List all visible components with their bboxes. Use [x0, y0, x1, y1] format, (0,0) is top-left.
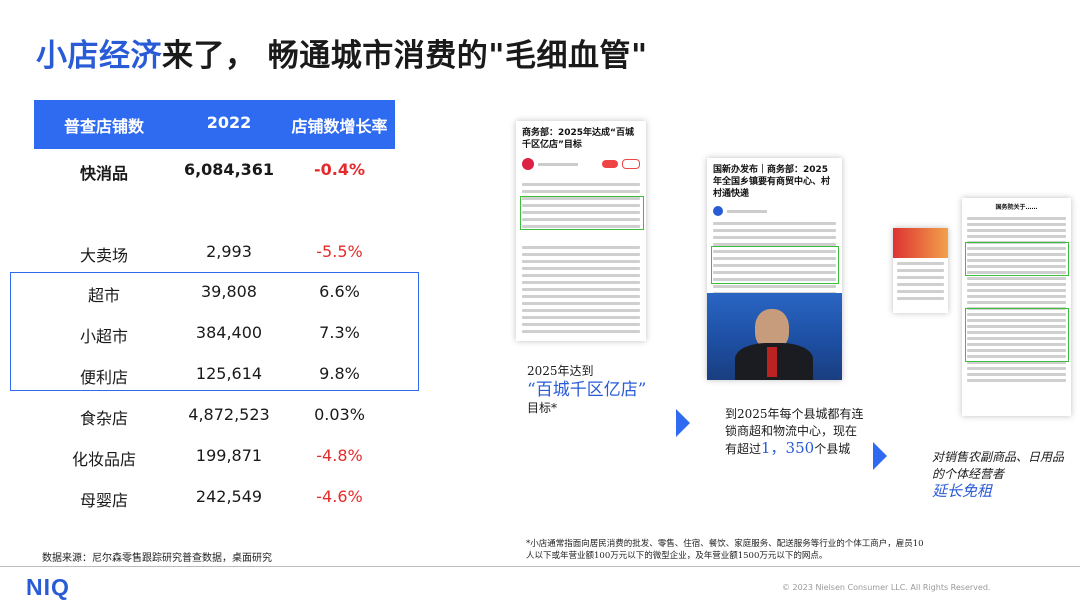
- row-name: 化妆品店: [71, 450, 136, 469]
- row-name: 快消品: [79, 164, 128, 183]
- article-author-row: [713, 204, 836, 218]
- row-growth: -0.4%: [313, 160, 365, 179]
- article-screenshot-1: 商务部：2025年达成“百城千区亿店”目标: [516, 121, 646, 341]
- row-count: 6,084,361: [183, 160, 275, 179]
- press-photo: [707, 293, 842, 380]
- row-name: 小超市: [79, 327, 128, 346]
- table-header: 普查店铺数 2022 店铺数增长率: [34, 100, 395, 149]
- footer-divider: [0, 566, 1080, 567]
- highlight-box: [10, 272, 419, 391]
- header-growth: 店铺数增长率: [291, 117, 388, 136]
- caption-1-highlight: “百城千区亿店”: [527, 380, 647, 400]
- article-headline: 国务院关于……: [995, 204, 1038, 211]
- table-row: 化妆品店 199,871 -4.8%: [34, 440, 395, 474]
- arrow-right-icon: [676, 409, 690, 437]
- row-count: 199,871: [195, 446, 263, 465]
- row-name: 超市: [87, 286, 120, 305]
- article-headline: 国新办发布｜商务部：2025年全国乡镇要有商贸中心、村村通快递: [713, 165, 831, 199]
- row-growth: 7.3%: [319, 323, 360, 342]
- row-count: 2,993: [206, 242, 252, 261]
- caption-2-pre: 到2025年每个县城都有连锁商超和物流中心，现在有超过: [725, 407, 864, 456]
- caption-2-post: 个县城: [814, 442, 851, 456]
- article-screenshot-3: 国务院关于……: [962, 198, 1071, 416]
- article-highlight: [965, 242, 1069, 276]
- row-growth: 0.03%: [314, 405, 365, 424]
- avatar: [713, 206, 723, 216]
- article-headline: 商务部：2025年达成“百城千区亿店”目标: [522, 128, 634, 150]
- article-highlight: [520, 196, 644, 230]
- footnote: *小店通常指面向居民消费的批发、零售、住宿、餐饮、家庭服务、配送服务等行业的个体…: [526, 539, 924, 561]
- header-year: 2022: [206, 113, 252, 132]
- row-growth: -4.6%: [316, 487, 363, 506]
- page-title: 小店经济来了， 畅通城市消费的"毛细血管": [36, 30, 648, 75]
- row-count: 125,614: [195, 364, 263, 383]
- table-row: 大卖场 2,993 -5.5%: [34, 236, 395, 270]
- caption-1: 2025年达到 “百城千区亿店” 目标*: [527, 363, 677, 417]
- row-growth: -4.8%: [316, 446, 363, 465]
- table-row: 超市 39,808 6.6%: [34, 276, 395, 310]
- title-rest: 来了， 畅通城市消费的"毛细血管": [162, 38, 648, 74]
- row-count: 242,549: [195, 487, 263, 506]
- caption-1-pre: 2025年达到: [527, 364, 594, 378]
- row-name: 母婴店: [79, 491, 128, 510]
- caption-2: 到2025年每个县城都有连锁商超和物流中心，现在有超过1，350个县城: [725, 406, 865, 458]
- article-screenshot-3-back: [893, 228, 948, 313]
- avatar: [522, 158, 534, 170]
- table-row: 快消品 6,084,361 -0.4%: [34, 154, 395, 188]
- row-growth: -5.5%: [316, 242, 363, 261]
- niq-logo: NIQ: [26, 574, 70, 600]
- article-highlight: [965, 308, 1069, 362]
- caption-3-pre: 对销售农副商品、日用品的个体经营者: [932, 450, 1065, 481]
- article-screenshot-2: 国新办发布｜商务部：2025年全国乡镇要有商贸中心、村村通快递: [707, 158, 842, 380]
- caption-3-highlight: 延长免租: [932, 482, 993, 500]
- row-growth: 6.6%: [319, 282, 360, 301]
- caption-3: 对销售农副商品、日用品的个体经营者 延长免租: [932, 449, 1072, 500]
- arrow-right-icon: [873, 442, 887, 470]
- row-count: 39,808: [201, 282, 257, 301]
- caption-1-post: 目标*: [527, 401, 558, 415]
- table-row: 母婴店 242,549 -4.6%: [34, 481, 395, 515]
- header-store-type: 普查店铺数: [63, 117, 144, 136]
- title-highlight: 小店经济: [36, 38, 162, 74]
- row-name: 便利店: [79, 368, 128, 387]
- row-name: 大卖场: [79, 246, 128, 265]
- table-row: 小超市 384,400 7.3%: [34, 317, 395, 351]
- caption-2-number: 1，350: [761, 439, 815, 457]
- data-source: 数据来源：尼尔森零售跟踪研究普查数据，桌面研究: [42, 553, 272, 564]
- table-row: 便利店 125,614 9.8%: [34, 358, 395, 392]
- table-row: 食杂店 4,872,523 0.03%: [34, 399, 395, 433]
- row-count: 384,400: [195, 323, 263, 342]
- row-count: 4,872,523: [188, 405, 270, 424]
- copyright: © 2023 Nielsen Consumer LLC. All Rights …: [782, 583, 991, 592]
- row-growth: 9.8%: [319, 364, 360, 383]
- row-name: 食杂店: [79, 409, 128, 428]
- article-highlight: [711, 246, 839, 284]
- article-author-row: [522, 155, 640, 173]
